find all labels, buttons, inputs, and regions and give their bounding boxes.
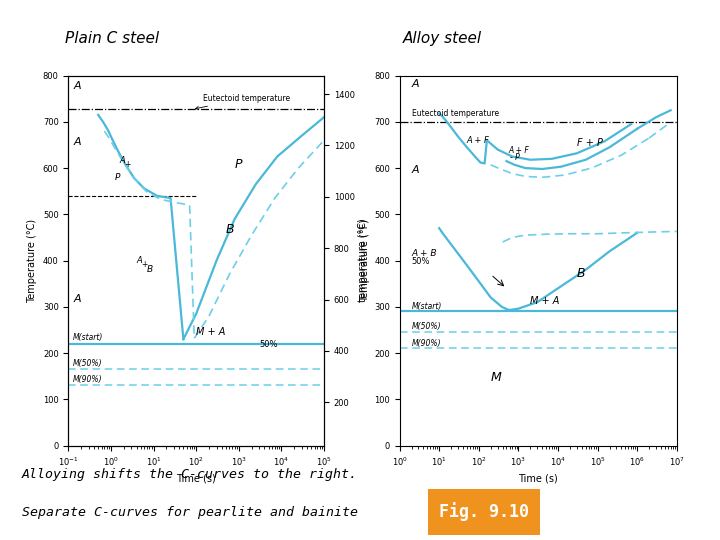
Text: Fig. 9.10: Fig. 9.10 [439, 502, 529, 521]
Text: M(90%): M(90%) [73, 375, 103, 384]
Text: M(start): M(start) [412, 302, 442, 310]
Y-axis label: Temperature (°C): Temperature (°C) [27, 219, 37, 302]
X-axis label: Time (s): Time (s) [176, 473, 216, 483]
Text: A + F: A + F [508, 146, 529, 156]
Text: 50%: 50% [412, 257, 430, 266]
Text: F + P: F + P [577, 138, 603, 148]
Text: A: A [73, 137, 81, 147]
Text: P: P [235, 158, 242, 171]
Text: 50%: 50% [259, 340, 278, 348]
Text: Alloying shifts the C-curves to the right.: Alloying shifts the C-curves to the righ… [22, 468, 358, 481]
Y-axis label: Temperature (°F): Temperature (°F) [360, 219, 370, 302]
Text: A: A [120, 156, 125, 165]
Text: M(50%): M(50%) [412, 322, 441, 331]
Text: A: A [73, 82, 81, 91]
Text: A: A [412, 165, 419, 175]
Text: A + F: A + F [467, 136, 490, 145]
Text: Eutectoid temperature: Eutectoid temperature [196, 94, 289, 110]
Text: +: + [124, 160, 130, 169]
Text: Separate C-curves for pearlite and bainite: Separate C-curves for pearlite and baini… [22, 505, 358, 519]
Text: M: M [491, 371, 501, 384]
X-axis label: Time (s): Time (s) [518, 473, 558, 483]
Text: M(start): M(start) [73, 333, 104, 342]
Text: - P: - P [510, 153, 519, 162]
Text: Plain C steel: Plain C steel [65, 31, 158, 46]
Text: M + A: M + A [196, 327, 225, 336]
Text: P: P [114, 173, 120, 181]
Text: A: A [412, 79, 419, 89]
Text: B: B [147, 265, 153, 274]
Text: +: + [142, 260, 148, 269]
Text: A: A [73, 294, 81, 304]
Text: Alloy steel: Alloy steel [403, 31, 482, 46]
Text: A + B: A + B [412, 249, 437, 258]
Text: Eutectoid temperature: Eutectoid temperature [412, 109, 499, 118]
Text: B: B [226, 223, 235, 236]
Text: A: A [137, 256, 143, 265]
Text: M(90%): M(90%) [412, 339, 441, 348]
Y-axis label: temperature (°C): temperature (°C) [359, 219, 369, 302]
Text: B: B [577, 267, 585, 280]
Text: M(50%): M(50%) [73, 359, 103, 368]
Text: M + A: M + A [531, 296, 559, 307]
